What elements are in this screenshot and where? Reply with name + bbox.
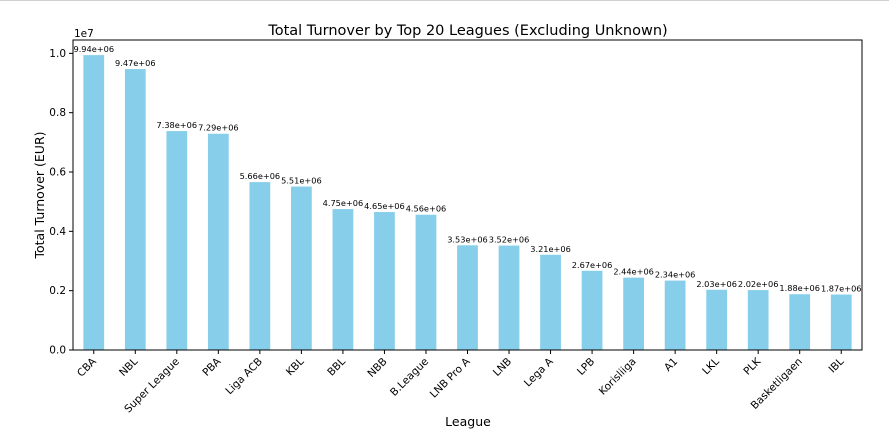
bar-12 (540, 254, 561, 350)
bar-3 (166, 131, 188, 350)
bar-value-label: 7.29e+06 (198, 123, 239, 133)
x-tick-label: LKL (700, 356, 722, 378)
x-tick-label: Lega A (522, 355, 556, 389)
x-tick-label: A1 (662, 356, 680, 374)
y-tick-label: 0.6 (49, 167, 66, 179)
bar-16 (706, 289, 728, 350)
bar-value-label: 5.66e+06 (240, 171, 281, 181)
x-tick-label: CBA (75, 355, 99, 379)
x-tick-label: PBA (200, 355, 224, 379)
bar-6 (291, 186, 312, 350)
bar-value-label: 5.51e+06 (281, 176, 322, 186)
x-tick-label: B.League (388, 356, 431, 399)
bar-18 (789, 294, 811, 350)
y-tick-label: 0.0 (49, 345, 66, 357)
bar-value-label: 4.75e+06 (323, 198, 364, 208)
bar-value-label: 2.34e+06 (655, 270, 696, 280)
bar-value-label: 3.52e+06 (489, 235, 530, 245)
bar-11 (498, 245, 520, 350)
y-axis-label: Total Turnover (EUR) (32, 131, 47, 259)
bar-14 (623, 277, 644, 350)
bar-5 (249, 182, 271, 350)
bar-value-label: 4.65e+06 (364, 201, 405, 211)
bar-value-label: 4.56e+06 (406, 204, 447, 214)
bar-labels-group: 9.94e+069.47e+06 7.38e+06 7.29e+06 5.66e+06… (73, 44, 861, 293)
x-tick-label: KBL (284, 356, 307, 379)
bar-value-label: 2.02e+06 (738, 279, 779, 289)
x-tick-label: Liga ACB (223, 356, 265, 398)
bar-value-label: 3.53e+06 (447, 234, 488, 244)
bar-value-label: 2.44e+06 (613, 267, 654, 277)
bar-1 (83, 55, 105, 351)
y-axis-ticks: 0.0 0.2 0.4 0.6 0.8 1.0 (49, 48, 73, 357)
bar-value-label: 2.03e+06 (696, 279, 737, 289)
bar-7 (332, 209, 354, 350)
bar-4 (207, 133, 229, 350)
window-top-rule (0, 0, 889, 1)
bar-10 (457, 245, 478, 350)
bars-group (83, 55, 852, 351)
bar-value-label: 9.47e+06 (115, 58, 156, 68)
y-tick-label: 1.0 (49, 48, 66, 60)
plot-frame (72, 39, 863, 351)
bar-value-label: 3.21e+06 (530, 244, 571, 254)
x-tick-label: LPB (575, 356, 597, 378)
x-tick-label: Korisliiga (597, 356, 639, 398)
bar-2 (124, 69, 146, 350)
x-axis-label: League (445, 414, 491, 429)
bar-value-label: 1.87e+06 (821, 284, 862, 294)
x-tick-label: NBB (365, 356, 389, 380)
x-tick-label: LNB Pro A (428, 355, 473, 400)
y-axis-offset-label: 1e7 (74, 28, 94, 40)
bar-9 (415, 214, 437, 350)
bar-15 (664, 280, 686, 350)
y-tick-label: 0.8 (49, 107, 66, 119)
bar-17 (747, 290, 769, 350)
bar-value-label: 2.67e+06 (572, 260, 613, 270)
bar-value-label: 1.88e+06 (779, 283, 820, 293)
x-tick-label: IBL (826, 356, 846, 376)
x-tick-label: BBL (325, 356, 348, 379)
x-tick-label: PLK (741, 355, 764, 378)
bar-value-label: 7.38e+06 (157, 120, 198, 130)
x-tick-label: LNB (491, 356, 514, 379)
bar-8 (374, 212, 395, 350)
chart-title: Total Turnover by Top 20 Leagues (Exclud… (267, 23, 667, 39)
x-tick-label: NBL (117, 356, 140, 379)
bar-value-label: 9.94e+06 (73, 44, 114, 54)
y-tick-label: 0.2 (49, 285, 66, 297)
y-tick-label: 0.4 (49, 226, 66, 238)
bar-13 (581, 270, 603, 350)
bar-19 (830, 294, 852, 350)
